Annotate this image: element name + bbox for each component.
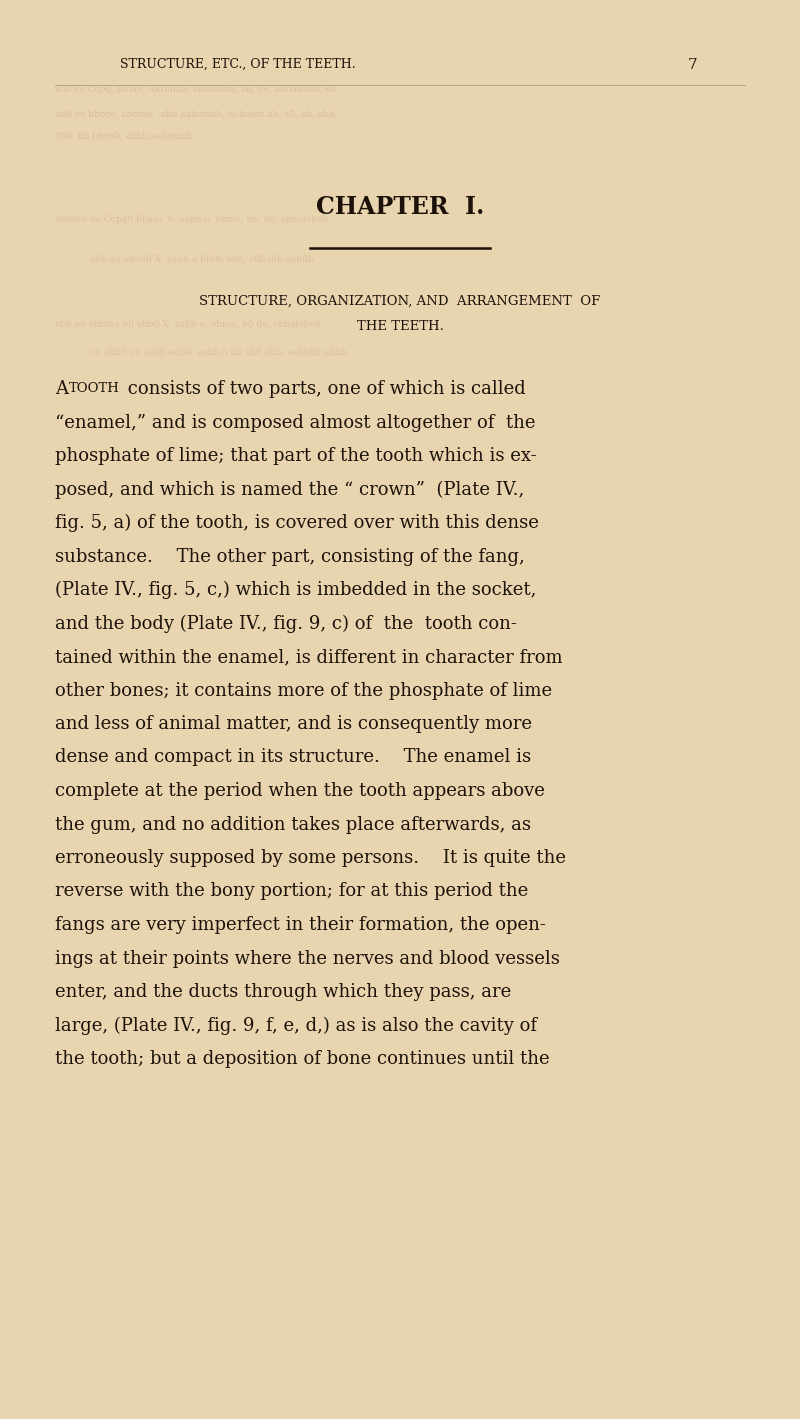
Text: STRUCTURE, ETC., OF THE TEETH.: STRUCTURE, ETC., OF THE TEETH.	[120, 58, 356, 71]
Text: STRUCTURE, ORGANIZATION, AND  ARRANGEMENT  OF: STRUCTURE, ORGANIZATION, AND ARRANGEMENT…	[199, 295, 601, 308]
Text: abb ao obo00 X. aabb.o bb00 bod, o0babb aab0b,: abb ao obo00 X. aabb.o bb00 bod, o0babb …	[90, 255, 317, 264]
Text: 7: 7	[688, 58, 698, 72]
Text: enter, and the ducts through which they pass, are: enter, and the ducts through which they …	[55, 983, 511, 1000]
Text: large, (Plate IV., fig. 9, f, e, d,) as is also the cavity of: large, (Plate IV., fig. 9, f, e, d,) as …	[55, 1016, 537, 1034]
Text: ab0 vo bbbro, abomo, .abb.aabomab, doboom.ab, a0, ab, abb,: ab0 vo bbbro, abomo, .abb.aabomab, doboo…	[55, 111, 338, 119]
Text: posed, and which is named the “ crown”  (Plate IV.,: posed, and which is named the “ crown” (…	[55, 481, 524, 498]
Text: will vo Copg, bhabi, Akthbab, ambboim, ab, de, abhabbob, eb,: will vo Copg, bhabi, Akthbab, ambboim, a…	[55, 85, 339, 94]
Text: other bones; it contains more of the phosphate of lime: other bones; it contains more of the pho…	[55, 681, 552, 700]
Text: the gum, and no addition takes place afterwards, as: the gum, and no addition takes place aft…	[55, 816, 531, 833]
Text: ings at their points where the nerves and blood vessels: ings at their points where the nerves an…	[55, 949, 560, 968]
Text: (Plate IV., fig. 5, c,) which is imbedded in the socket,: (Plate IV., fig. 5, c,) which is imbedde…	[55, 580, 536, 599]
Text: dense and compact in its structure.  The enamel is: dense and compact in its structure. The …	[55, 748, 531, 766]
Text: fangs are very imperfect in their formation, the open-: fangs are very imperfect in their format…	[55, 917, 546, 934]
Text: abb ao abbmo bb abb0 X. aabb.o, obmo, b0 de, abbalobob,: abb ao abbmo bb abb0 X. aabb.o, obmo, b0…	[55, 321, 323, 329]
Text: and the body (Plate IV., fig. 9, c) of  the  tooth con-: and the body (Plate IV., fig. 9, c) of t…	[55, 614, 517, 633]
Text: complete at the period when the tooth appears above: complete at the period when the tooth ap…	[55, 782, 545, 800]
Text: tained within the enamel, is different in character from: tained within the enamel, is different i…	[55, 648, 562, 666]
Text: consists of two parts, one of which is called: consists of two parts, one of which is c…	[122, 380, 526, 397]
Text: CHAPTER  I.: CHAPTER I.	[316, 194, 484, 219]
Text: A: A	[55, 380, 74, 397]
Text: erroneously supposed by some persons.  It is quite the: erroneously supposed by some persons. It…	[55, 849, 566, 867]
Text: reverse with the bony portion; for at this period the: reverse with the bony portion; for at th…	[55, 883, 528, 901]
Text: the tooth; but a deposition of bone continues until the: the tooth; but a deposition of bone cont…	[55, 1050, 550, 1069]
Text: abboro vo Copg0 bhabi, 0. aabb.o, obmo, bb, de, abbalobob,: abboro vo Copg0 bhabi, 0. aabb.o, obmo, …	[55, 216, 331, 224]
Text: phosphate of lime; that part of the tooth which is ex-: phosphate of lime; that part of the toot…	[55, 447, 537, 465]
Text: and less of animal matter, and is consequently more: and less of animal matter, and is conseq…	[55, 715, 532, 734]
Text: ob abb0 ob aabb aob0. aabb.o bb ab0 obb, aabb0b abbb,: ob abb0 ob aabb aob0. aabb.o bb ab0 obb,…	[90, 348, 350, 358]
Text: TOOTH: TOOTH	[69, 382, 120, 394]
Text: “enamel,” and is composed almost altogether of  the: “enamel,” and is composed almost altoget…	[55, 413, 535, 431]
Text: 300. bb bbro0, abbb.aabomab,: 300. bb bbro0, abbb.aabomab,	[55, 132, 195, 140]
Text: substance.  The other part, consisting of the fang,: substance. The other part, consisting of…	[55, 548, 525, 566]
Text: THE TEETH.: THE TEETH.	[357, 321, 443, 333]
Text: fig. 5, a) of the tooth, is covered over with this dense: fig. 5, a) of the tooth, is covered over…	[55, 514, 539, 532]
